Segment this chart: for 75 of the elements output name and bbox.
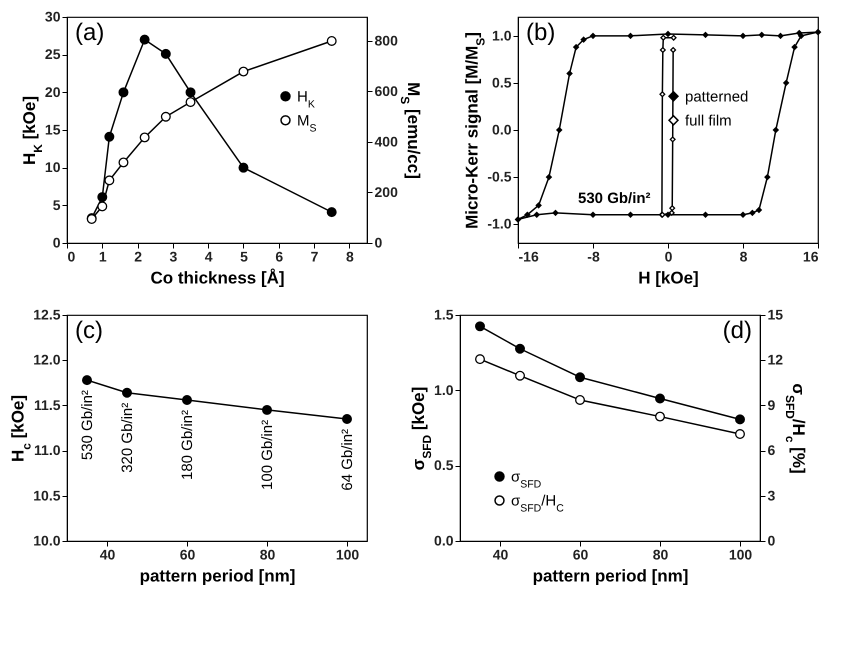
x-tick-label: 5: [240, 248, 248, 264]
annotation: 530 Gb/in²: [578, 190, 651, 207]
y-tick-label: 5: [52, 196, 61, 213]
y2-tick-label: 400: [374, 133, 398, 150]
y-tick-label: 10: [44, 159, 61, 176]
x-tick-label: -8: [587, 248, 600, 264]
x-tick-label: 40: [492, 546, 508, 562]
x-tick-label: 60: [180, 546, 196, 562]
x-tick-label: 7: [310, 248, 319, 264]
x-tick-label: 80: [652, 546, 668, 562]
y2-tick-label: 15: [768, 306, 784, 322]
y-tick-label: -1.0: [487, 216, 512, 232]
y-tick-label: 11.0: [34, 442, 61, 458]
x-tick-label: -16: [518, 248, 539, 264]
y2-tick-label: 800: [374, 32, 398, 48]
x-axis-title: Co thickness [Å]: [150, 268, 285, 288]
y-tick-label: 0: [52, 234, 61, 250]
x-tick-label: 1: [98, 248, 107, 264]
y2-tick-label: 0: [768, 532, 776, 548]
y-tick-label: 0.5: [492, 74, 512, 90]
x-tick-label: 100: [336, 546, 360, 562]
x-tick-label: 40: [100, 546, 116, 562]
y-tick-label: 1.0: [492, 27, 512, 44]
x-axis-title: H [kOe]: [638, 268, 699, 288]
y2-tick-label: 6: [768, 442, 776, 458]
x-tick-label: 100: [728, 546, 752, 562]
legend-label: full film: [685, 112, 732, 130]
x-tick-label: 60: [572, 546, 588, 562]
y2-tick-label: 0: [374, 234, 382, 250]
y-tick-label: 11.5: [34, 396, 61, 413]
y-tick-label: 10.0: [33, 532, 61, 548]
y2-tick-label: 3: [768, 487, 776, 504]
y2-tick-label: 12: [768, 352, 784, 368]
annotation: (d): [722, 317, 752, 344]
y-tick-label: 30: [44, 8, 61, 24]
x-tick-label: 8: [740, 248, 748, 264]
x-axis-title: pattern period [nm]: [532, 566, 688, 586]
legend-label: patterned: [685, 88, 748, 106]
legend-label: σ$_{SFD}$: [511, 468, 542, 490]
x-tick-label: 2: [134, 248, 142, 264]
legend-label: H$_{K}$: [297, 88, 315, 110]
legend-label: σ$_{SFD}$/H$_{C}$: [511, 492, 564, 514]
y-tick-label: 20: [44, 84, 61, 100]
y-tick-label: 25: [44, 46, 61, 62]
x-axis-title: pattern period [nm]: [140, 566, 296, 586]
annotation: (a): [75, 19, 104, 46]
y-tick-label: 15: [44, 122, 61, 138]
annotation: 320 Gb/in²: [119, 402, 136, 473]
annotation: (b): [526, 19, 556, 46]
annotation: (c): [75, 317, 103, 344]
x-tick-label: 6: [275, 248, 284, 264]
annotation: 64 Gb/in²: [339, 428, 356, 491]
y-tick-label: 1.0: [434, 382, 454, 398]
y-tick-label: 1.5: [434, 306, 454, 322]
y-tick-label: 0.0: [492, 122, 512, 138]
x-tick-label: 3: [169, 248, 178, 264]
x-tick-label: 16: [802, 248, 819, 264]
x-tick-label: 0: [664, 248, 673, 264]
annotation: 530 Gb/in²: [79, 390, 96, 460]
y-tick-label: 12.0: [33, 352, 61, 368]
y-tick-label: 0.0: [434, 532, 454, 548]
y-tick-label: -0.5: [487, 168, 512, 185]
legend-label: M$_{S}$: [297, 112, 317, 134]
x-tick-label: 8: [346, 248, 354, 264]
y-tick-label: 10.5: [33, 487, 61, 504]
x-tick-label: 4: [204, 248, 213, 264]
y-tick-label: 0.5: [434, 457, 454, 474]
annotation: 180 Gb/in²: [179, 410, 196, 480]
y2-tick-label: 9: [768, 396, 776, 413]
x-tick-label: 0: [68, 248, 76, 264]
annotation: 100 Gb/in²: [259, 420, 276, 490]
x-tick-label: 80: [260, 546, 276, 562]
y-tick-label: 12.5: [33, 306, 61, 322]
y2-tick-label: 200: [374, 184, 398, 200]
y2-tick-label: 600: [374, 82, 398, 99]
